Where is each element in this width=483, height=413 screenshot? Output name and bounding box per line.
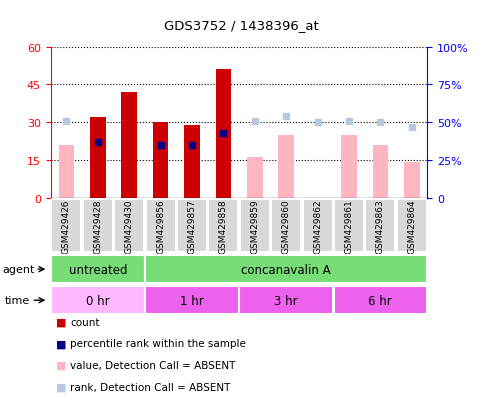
Text: ■: ■ <box>56 317 66 327</box>
Text: GSM429859: GSM429859 <box>250 199 259 254</box>
Bar <box>240 286 333 315</box>
Text: GSM429860: GSM429860 <box>282 199 291 254</box>
Text: GSM429862: GSM429862 <box>313 199 322 253</box>
Bar <box>90 118 106 198</box>
Bar <box>334 199 364 253</box>
Text: GSM429426: GSM429426 <box>62 199 71 253</box>
Bar <box>145 255 427 284</box>
Bar <box>184 126 200 198</box>
Bar <box>51 286 144 315</box>
Text: untreated: untreated <box>69 263 127 276</box>
Bar <box>51 255 144 284</box>
Bar <box>372 145 388 198</box>
Text: 3 hr: 3 hr <box>274 294 298 307</box>
Bar <box>83 199 113 253</box>
Bar <box>153 123 169 198</box>
Text: GSM429858: GSM429858 <box>219 199 228 254</box>
Bar <box>302 199 333 253</box>
Text: GSM429856: GSM429856 <box>156 199 165 254</box>
Text: GSM429861: GSM429861 <box>344 199 354 254</box>
Bar <box>341 135 357 198</box>
Text: GSM429430: GSM429430 <box>125 199 134 253</box>
Text: count: count <box>70 317 99 327</box>
Bar <box>365 199 396 253</box>
Text: GDS3752 / 1438396_at: GDS3752 / 1438396_at <box>164 19 319 31</box>
Text: agent: agent <box>2 264 35 275</box>
Text: GSM429857: GSM429857 <box>187 199 197 254</box>
Bar <box>145 199 176 253</box>
Bar <box>121 93 137 198</box>
Text: ■: ■ <box>56 382 66 392</box>
Bar <box>51 199 82 253</box>
Text: GSM429864: GSM429864 <box>407 199 416 253</box>
Text: rank, Detection Call = ABSENT: rank, Detection Call = ABSENT <box>70 382 230 392</box>
Text: GSM429863: GSM429863 <box>376 199 385 254</box>
Text: 1 hr: 1 hr <box>180 294 204 307</box>
Bar <box>247 158 263 198</box>
Text: concanavalin A: concanavalin A <box>242 263 331 276</box>
Bar <box>240 199 270 253</box>
Bar <box>334 286 427 315</box>
Bar <box>404 163 420 198</box>
Text: 0 hr: 0 hr <box>86 294 110 307</box>
Text: ■: ■ <box>56 360 66 370</box>
Bar <box>114 199 144 253</box>
Bar <box>278 135 294 198</box>
Text: ■: ■ <box>56 339 66 349</box>
Bar <box>397 199 427 253</box>
Bar <box>208 199 239 253</box>
Text: 6 hr: 6 hr <box>369 294 392 307</box>
Bar <box>58 145 74 198</box>
Bar <box>145 286 239 315</box>
Bar <box>215 70 231 198</box>
Bar <box>271 199 301 253</box>
Text: GSM429428: GSM429428 <box>93 199 102 253</box>
Text: time: time <box>5 295 30 306</box>
Text: percentile rank within the sample: percentile rank within the sample <box>70 339 246 349</box>
Bar <box>177 199 207 253</box>
Text: value, Detection Call = ABSENT: value, Detection Call = ABSENT <box>70 360 235 370</box>
